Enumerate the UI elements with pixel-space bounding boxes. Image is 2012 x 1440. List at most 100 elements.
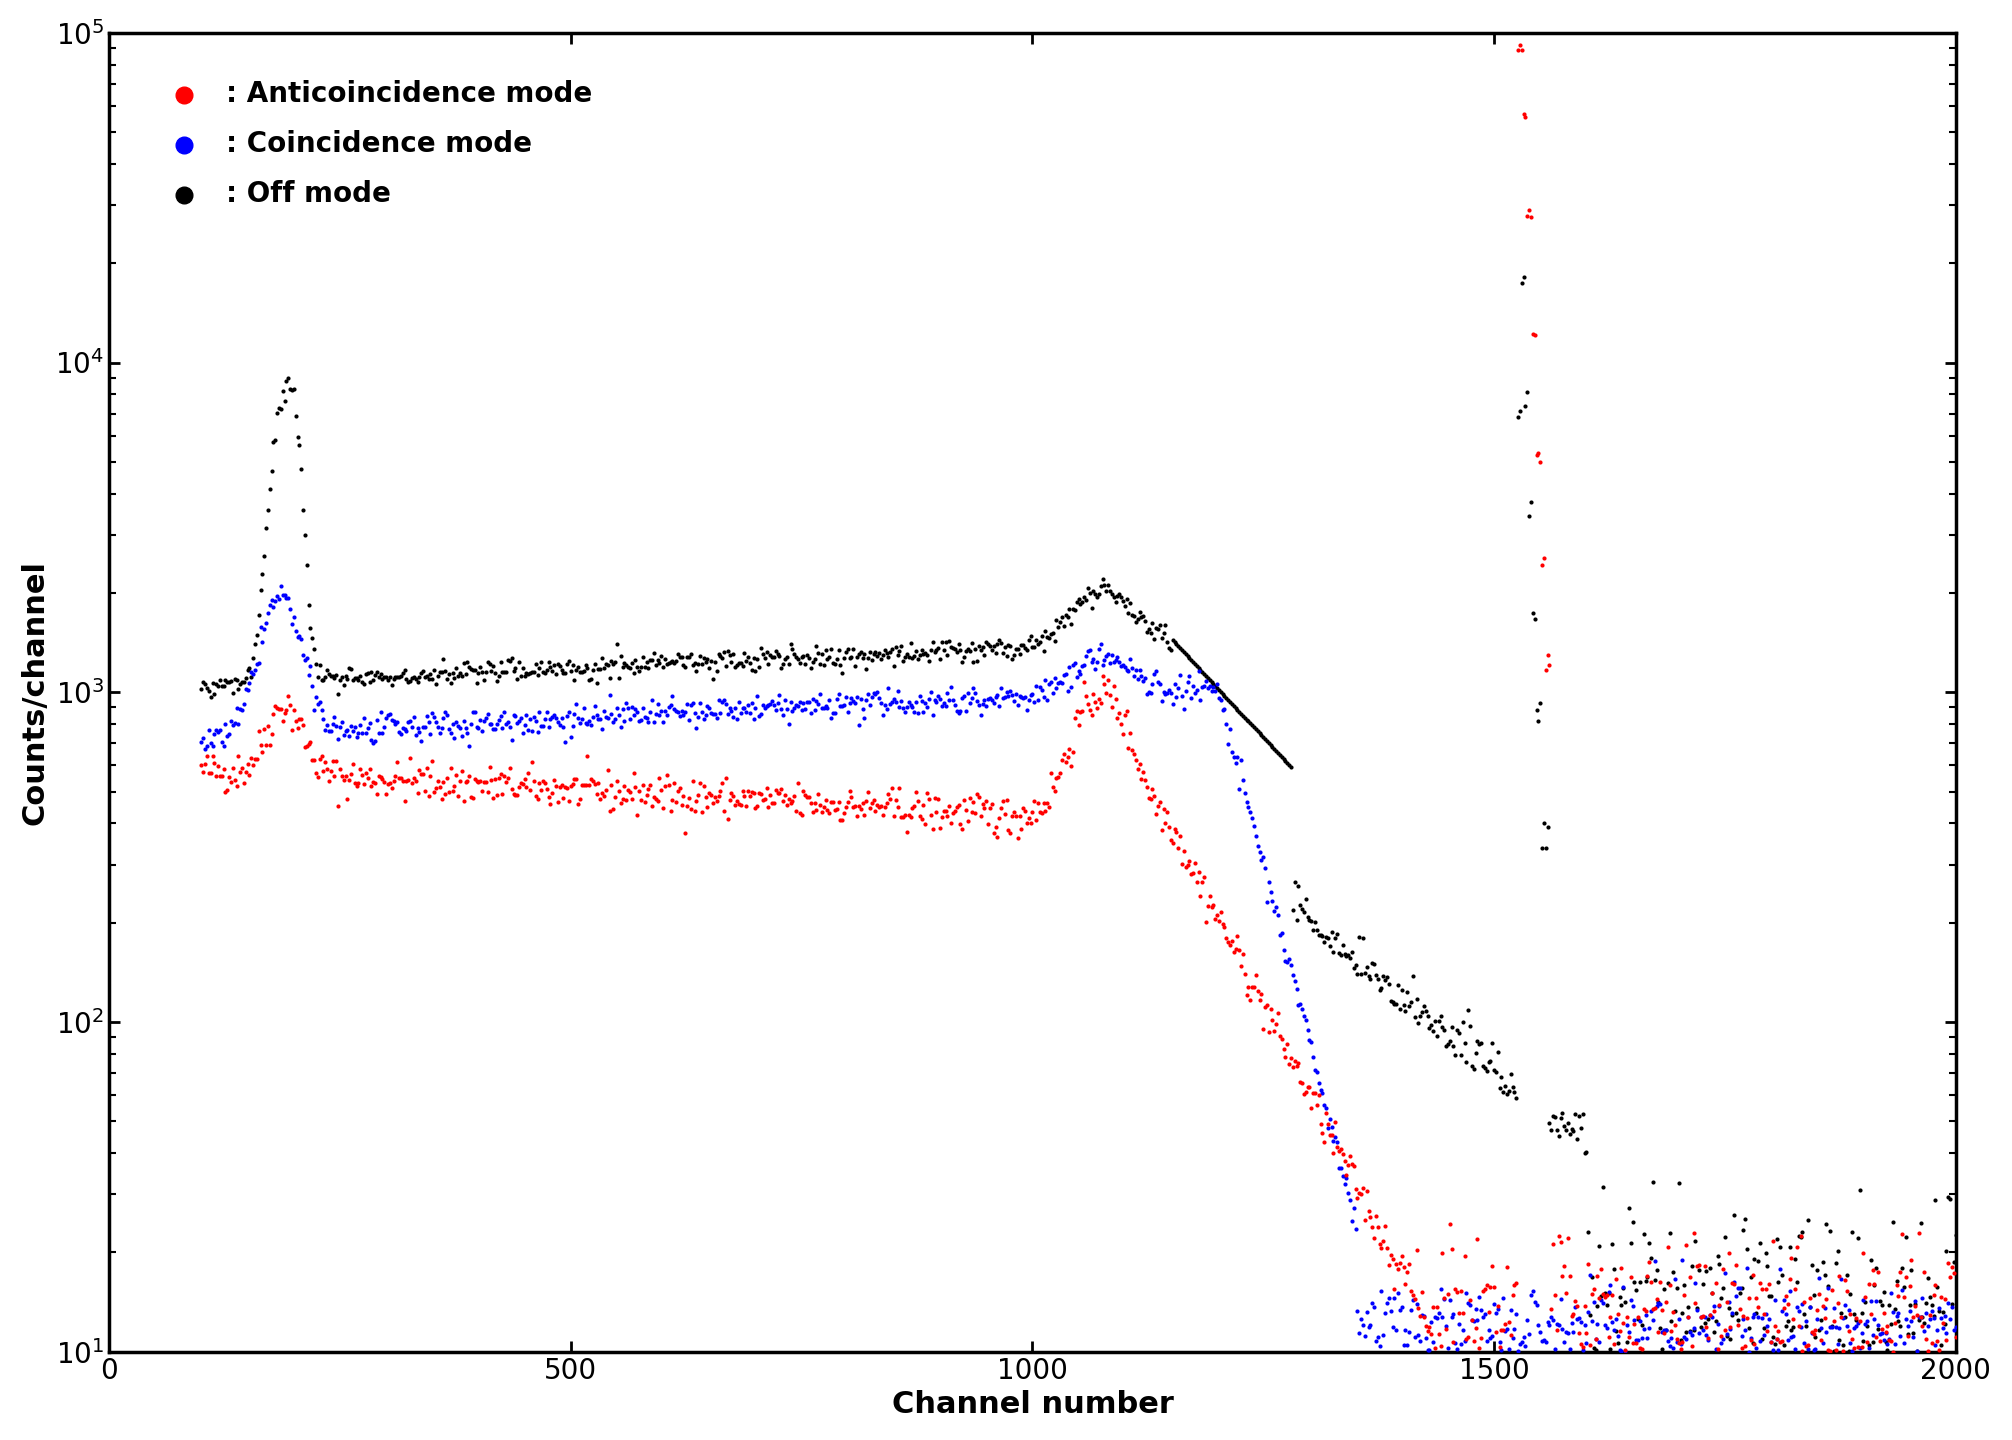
Point: [320, 664, 352, 687]
Point: [917, 639, 950, 662]
Point: [744, 782, 777, 805]
Point: [1272, 752, 1304, 775]
Point: [1197, 672, 1229, 696]
Point: [316, 749, 348, 772]
Point: [435, 672, 467, 696]
Point: [1809, 1264, 1841, 1287]
Point: [1433, 1282, 1465, 1305]
Point: [1292, 906, 1324, 929]
Point: [545, 707, 577, 730]
Point: [730, 649, 763, 672]
Point: [1402, 1296, 1435, 1319]
Point: [513, 762, 545, 785]
Point: [1030, 619, 1062, 642]
Point: [1598, 1333, 1630, 1356]
Point: [1517, 602, 1549, 625]
Point: [620, 648, 652, 671]
Point: [396, 716, 429, 739]
Point: [1113, 600, 1145, 624]
Point: [557, 714, 590, 737]
Point: [1606, 1339, 1638, 1362]
Point: [714, 696, 746, 719]
Point: [221, 713, 254, 736]
Point: [396, 667, 429, 690]
Point: [239, 632, 272, 655]
Point: [1610, 1290, 1642, 1313]
Point: [1477, 1031, 1509, 1054]
Point: [1316, 1123, 1348, 1146]
Point: [1437, 1303, 1469, 1326]
Point: [855, 648, 887, 671]
Point: [320, 714, 352, 737]
Point: [1569, 1322, 1602, 1345]
Point: [370, 707, 402, 730]
Point: [873, 693, 905, 716]
Point: [1008, 799, 1040, 822]
Point: [280, 405, 312, 428]
Point: [1867, 1302, 1899, 1325]
Point: [696, 792, 728, 815]
Point: [1523, 1313, 1555, 1336]
Point: [252, 714, 284, 737]
Point: [771, 697, 803, 720]
Point: [783, 694, 815, 717]
Point: [340, 775, 372, 798]
Point: [1865, 1320, 1897, 1344]
Point: [1006, 634, 1038, 657]
Point: [189, 737, 221, 760]
Point: [370, 665, 402, 688]
Point: [843, 795, 875, 818]
Point: [386, 661, 418, 684]
Point: [1392, 1253, 1424, 1276]
Point: [1507, 102, 1539, 125]
Point: [270, 370, 302, 393]
Point: [254, 733, 286, 756]
Point: [851, 688, 883, 711]
Point: [193, 680, 225, 703]
Point: [563, 788, 596, 811]
Point: [1284, 1070, 1316, 1093]
Point: [1260, 740, 1292, 763]
Point: [1616, 1210, 1648, 1233]
Point: [328, 674, 360, 697]
Point: [1525, 1329, 1557, 1352]
Point: [757, 792, 789, 815]
Point: [732, 647, 765, 670]
Point: [825, 809, 857, 832]
Point: [195, 685, 227, 708]
Point: [1038, 629, 1070, 652]
Point: [543, 714, 575, 737]
Point: [324, 668, 356, 691]
Point: [801, 635, 833, 658]
Point: [1340, 953, 1372, 976]
Point: [380, 765, 412, 788]
Point: [390, 719, 423, 742]
Point: [769, 783, 801, 806]
Point: [877, 805, 909, 828]
Point: [322, 683, 354, 706]
Point: [686, 801, 718, 824]
Point: [1797, 1322, 1829, 1345]
Point: [783, 647, 815, 670]
Point: [499, 783, 531, 806]
Point: [1527, 547, 1559, 570]
Point: [1360, 1204, 1392, 1227]
Point: [1338, 1153, 1370, 1176]
Point: [1366, 976, 1398, 999]
Point: [964, 704, 996, 727]
Point: [1750, 1241, 1783, 1264]
Point: [1767, 1299, 1799, 1322]
Point: [1213, 690, 1245, 713]
Point: [1791, 1315, 1823, 1338]
Point: [672, 693, 704, 716]
Point: [1779, 1277, 1811, 1300]
Point: [1825, 1302, 1857, 1325]
Point: [1422, 1009, 1455, 1032]
Point: [187, 726, 219, 749]
Point: [690, 651, 722, 674]
Point: [1068, 585, 1101, 608]
Point: [1614, 1197, 1646, 1220]
Point: [1871, 1332, 1903, 1355]
Point: [1803, 1266, 1835, 1289]
Point: [511, 704, 543, 727]
